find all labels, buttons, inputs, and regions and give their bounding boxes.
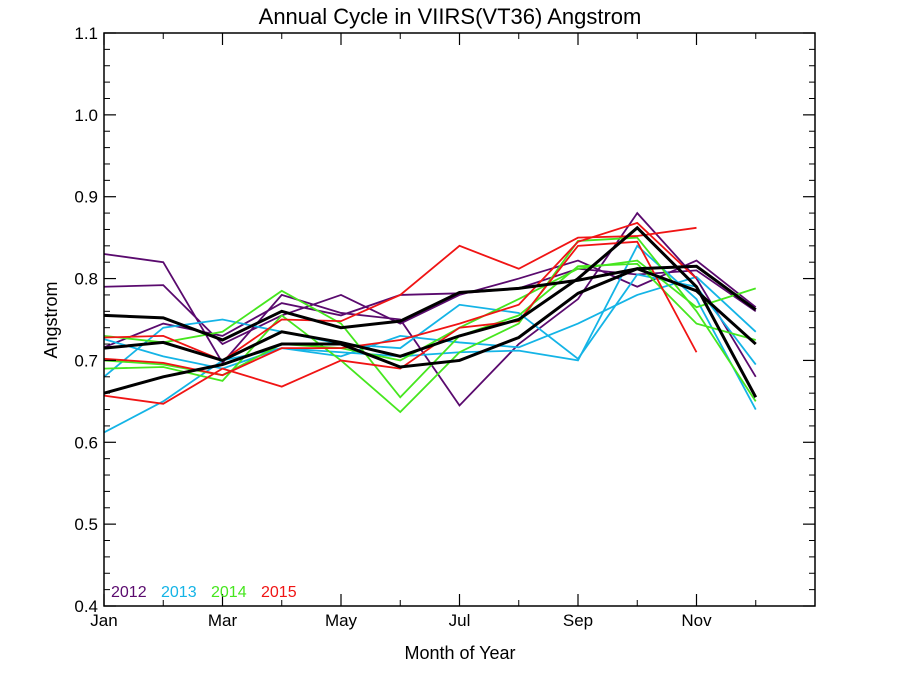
x-tick-label: Mar	[208, 611, 238, 630]
y-tick-label: 0.9	[74, 188, 98, 207]
y-tick-label: 0.8	[74, 270, 98, 289]
y-tick-label: 1.0	[74, 106, 98, 125]
y-tick-label: 1.1	[74, 24, 98, 43]
legend-item-2012: 2012	[111, 584, 147, 601]
legend: 2012 2013 2014 2015	[111, 584, 297, 601]
chart-title: Annual Cycle in VIIRS(VT36) Angstrom	[259, 4, 642, 29]
x-axis-label: Month of Year	[404, 643, 515, 663]
x-tick-label: Jan	[90, 611, 117, 630]
series-line-mean	[103, 267, 757, 395]
series-line-2015	[103, 240, 698, 405]
y-axis-label: Angstrom	[41, 281, 61, 358]
plot-frame	[103, 32, 816, 607]
series-line-2013	[103, 273, 757, 378]
x-tick-label: Jul	[449, 611, 471, 630]
axis-ticks: 0.4 0.5 0.6 0.7 0.8 0.9 1.0 1.1 Jan Mar May Jul Sep N…	[74, 24, 815, 630]
series-lines	[103, 211, 758, 434]
series-line-2014	[103, 262, 756, 399]
y-tick-label: 0.6	[74, 433, 98, 452]
x-tick-label: May	[325, 611, 358, 630]
series-line-2015	[103, 221, 698, 377]
x-tick-label: Nov	[681, 611, 712, 630]
y-tick-label: 0.4	[74, 597, 98, 616]
x-tick-label: Sep	[563, 611, 593, 630]
legend-item-2013: 2013	[161, 584, 197, 601]
series-line-mean	[103, 264, 757, 342]
y-tick-label: 0.7	[74, 351, 98, 370]
legend-item-2015: 2015	[261, 584, 297, 601]
series-line-mean	[103, 225, 758, 398]
legend-item-2014: 2014	[211, 584, 247, 601]
series-line-2014	[103, 236, 757, 414]
series-line-2015	[103, 226, 697, 362]
y-tick-label: 0.5	[74, 515, 98, 534]
